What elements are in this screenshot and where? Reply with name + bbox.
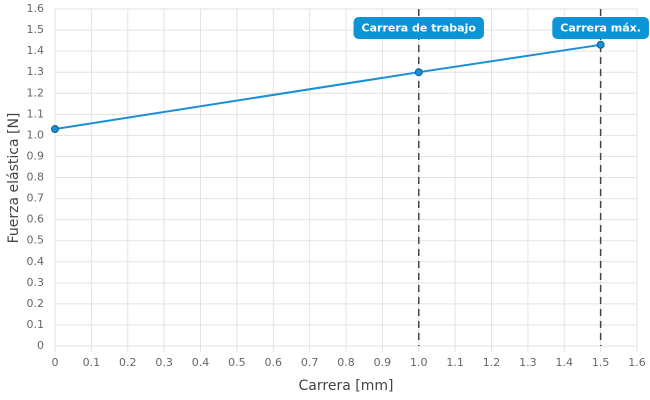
x-tick-label: 1.5 [592, 356, 610, 369]
y-tick-label: 1.2 [27, 86, 45, 99]
y-tick-label: 1.4 [27, 44, 45, 57]
x-axis-title: Carrera [mm] [299, 378, 394, 394]
annotation-box [353, 17, 484, 39]
x-tick-label: 0 [52, 356, 59, 369]
x-tick-label: 1.6 [628, 356, 646, 369]
y-tick-label: 0.8 [27, 171, 45, 184]
x-tick-label: 0.9 [374, 356, 392, 369]
x-tick-label: 0.5 [228, 356, 246, 369]
x-tick-label: 1.3 [519, 356, 537, 369]
x-tick-label: 1.4 [556, 356, 574, 369]
y-tick-label: 0.4 [27, 255, 45, 268]
y-tick-label: 1.6 [27, 2, 45, 15]
y-tick-label: 0.1 [27, 318, 45, 331]
y-tick-label: 0.6 [27, 213, 45, 226]
y-tick-label: 0.3 [27, 276, 45, 289]
x-tick-label: 0.1 [83, 356, 101, 369]
x-tick-label: 0.3 [155, 356, 173, 369]
x-tick-label: 0.7 [301, 356, 319, 369]
annotation-label: Carrera de trabajo [362, 22, 477, 35]
y-tick-label: 1.3 [27, 65, 45, 78]
data-point [414, 68, 423, 77]
annotation-box [552, 17, 649, 39]
y-tick-label: 1.5 [27, 23, 45, 36]
y-tick-label: 0.9 [27, 149, 45, 162]
y-tick-label: 0 [37, 339, 44, 352]
y-tick-label: 1.1 [27, 107, 45, 120]
x-tick-label: 1.2 [483, 356, 501, 369]
x-tick-label: 1.0 [410, 356, 428, 369]
series-line [54, 43, 601, 131]
data-point [596, 40, 605, 49]
y-tick-label: 0.5 [27, 234, 45, 247]
y-tick-label: 0.7 [27, 192, 45, 205]
y-axis-title: Fuerza elástica [N] [6, 113, 22, 244]
x-tick-label: 0.6 [265, 356, 283, 369]
x-tick-label: 0.2 [119, 356, 137, 369]
x-tick-label: 1.1 [446, 356, 464, 369]
x-tick-label: 0.4 [192, 356, 210, 369]
y-tick-label: 1.0 [27, 128, 45, 141]
y-tick-label: 0.2 [27, 297, 45, 310]
data-point [51, 125, 59, 134]
x-tick-label: 0.8 [337, 356, 355, 369]
annotation-label: Carrera máx. [560, 22, 641, 35]
